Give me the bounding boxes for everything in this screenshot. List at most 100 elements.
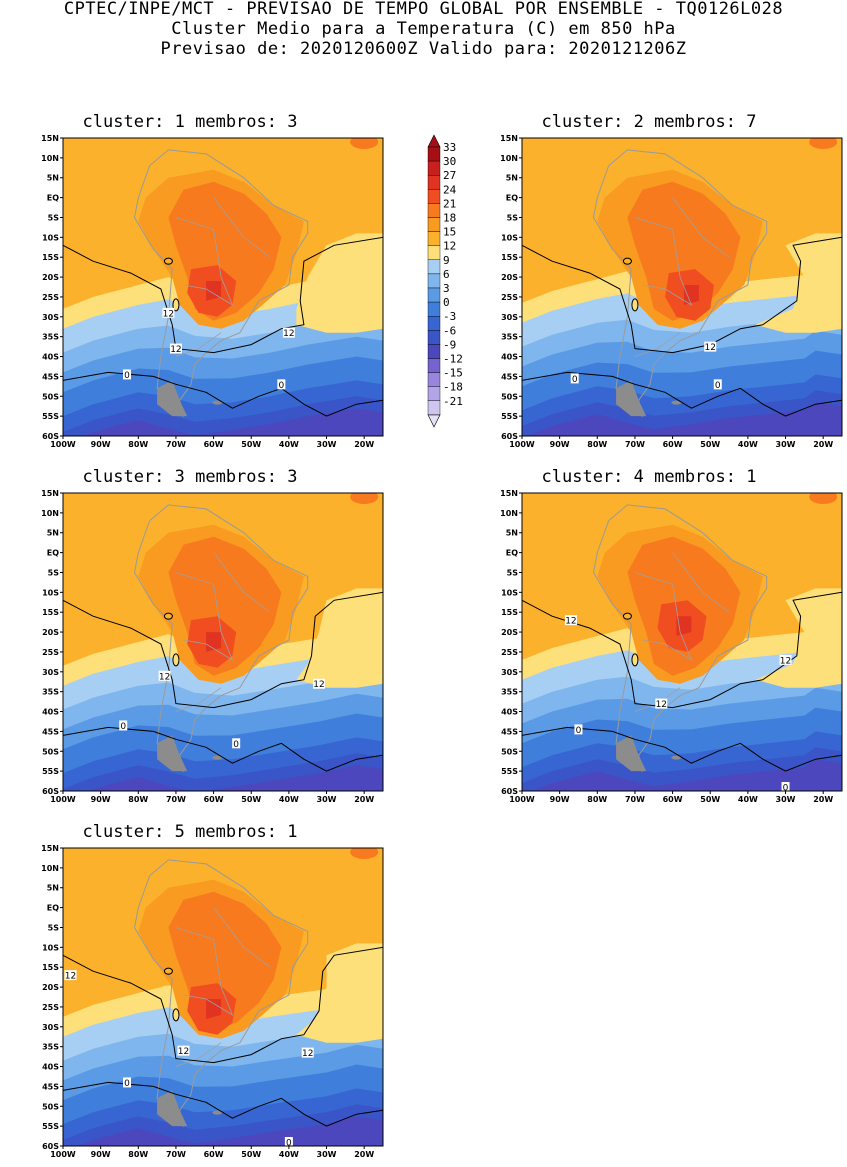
contour-12 [63,591,383,709]
lon-tick-label: 90W [550,795,570,804]
contour-label-bg [123,1077,131,1088]
map-panel-cluster-1: cluster: 1 membros: 3 12 12 12 0 0 15N 10N 5N EQ… [25,112,385,457]
contour-label-12: 12 [656,700,667,710]
contour-label-bg [284,1137,293,1148]
lon-tick-label: 90W [91,1150,111,1159]
lat-tick-label: 5N [47,174,59,183]
country-borders [175,907,271,1067]
colorbar-label: -6 [443,324,456,337]
lat-tick-label: 20S [42,273,59,282]
contour-12 [63,946,383,1064]
lat-tick-label: 10S [501,588,518,597]
temperature-band [78,1116,383,1146]
lon-tick-label: 70W [625,795,645,804]
lon-tick-label: 70W [166,1150,186,1159]
lon-tick-label: 50W [700,440,720,449]
contour-label-bg [564,615,577,626]
contour-label-bg [169,343,182,354]
lat-tick-label: 35S [42,688,59,697]
temperature-band [82,408,383,436]
lon-tick-label: 100W [509,795,535,804]
warm-spot [809,493,838,504]
contour-12-andes-south [172,653,180,667]
lat-tick-label: 30S [42,313,59,322]
coastline [133,149,309,417]
lat-tick-label: 5N [47,884,59,893]
panel-title: cluster: 1 membros: 3 [82,112,298,132]
temperature-map: 12 12 12 0 0 15N 10N 5N EQ 5S 10S 15S 20S 25S 30S 35S 40… [41,134,384,449]
lon-tick-label: 30W [317,795,337,804]
lat-tick-label: 5S [48,923,60,932]
cool-ocean-region [755,588,842,688]
lat-tick-label: 10N [500,154,518,163]
lon-tick-label: 20W [813,440,833,449]
colorbar-segment [427,231,441,246]
warm-spot [809,138,838,149]
lat-tick-label: 15N [41,134,59,143]
lat-tick-label: 15S [501,253,518,262]
contour-label-12: 12 [565,617,576,627]
colorbar-label: 24 [443,183,457,196]
colorbar-label: 21 [443,197,456,210]
lat-tick-label: 15N [500,134,518,143]
colorbar-segment [427,315,441,331]
contour-0 [522,371,842,417]
lat-tick-label: 45S [501,727,518,736]
country-borders [634,197,730,357]
map-frame [521,492,843,792]
colorbar-label: 0 [443,296,450,309]
country-borders [175,197,271,357]
colorbar-label: 3 [443,282,450,295]
contour-label-bg [64,970,77,981]
coastline [592,504,768,772]
map-frame [62,492,384,792]
falkland-islands [212,1110,223,1115]
contour-label-bg [574,724,583,735]
contour-label-0: 0 [233,740,239,750]
lon-tick-label: 90W [550,440,570,449]
contour-label-0: 0 [715,381,721,391]
lat-tick-label: 25S [501,648,518,657]
patagonia-islands [616,380,647,417]
contour-0 [63,371,383,417]
lon-tick-label: 100W [50,795,76,804]
lat-tick-label: 40S [42,708,59,717]
panel-title: cluster: 3 membros: 3 [82,467,298,487]
lat-tick-label: 45S [42,372,59,381]
colorbar-label: -3 [443,310,456,323]
lat-tick-label: 25S [42,1003,59,1012]
lat-tick-label: 10S [42,588,59,597]
contour-12-andes [622,612,632,620]
lat-tick-label: 5N [506,174,518,183]
lon-tick-label: 30W [317,1150,337,1159]
warm-spot [350,493,379,504]
panel-title: cluster: 4 membros: 1 [541,467,757,487]
lat-tick-label: EQ [47,549,59,558]
contour-0 [63,1081,383,1127]
lat-tick-label: 10N [41,154,59,163]
lon-tick-label: 40W [738,440,758,449]
lat-tick-label: 40S [42,353,59,362]
lat-tick-label: 25S [501,293,518,302]
contour-label-0: 0 [576,726,582,736]
lat-tick-label: 60S [42,787,59,796]
lat-tick-label: 25S [42,293,59,302]
lon-tick-label: 60W [204,795,224,804]
lat-tick-label: 15S [42,253,59,262]
contour-label-bg [313,678,325,689]
colorbar-segment [427,175,441,190]
lat-tick-label: 45S [42,1082,59,1091]
lon-tick-label: 40W [738,795,758,804]
colorbar-label: 15 [443,226,456,239]
colorbar-segment [427,160,441,176]
falkland-islands [671,400,682,405]
colorbar-segment [427,189,441,204]
lat-tick-label: 55S [42,767,59,776]
hottest-core-region [683,285,699,305]
lon-tick-label: 80W [128,1150,148,1159]
contour-label-0: 0 [124,371,130,381]
map-frame [62,137,384,437]
colorbar-segment [427,245,441,260]
lat-tick-label: 5N [506,529,518,538]
